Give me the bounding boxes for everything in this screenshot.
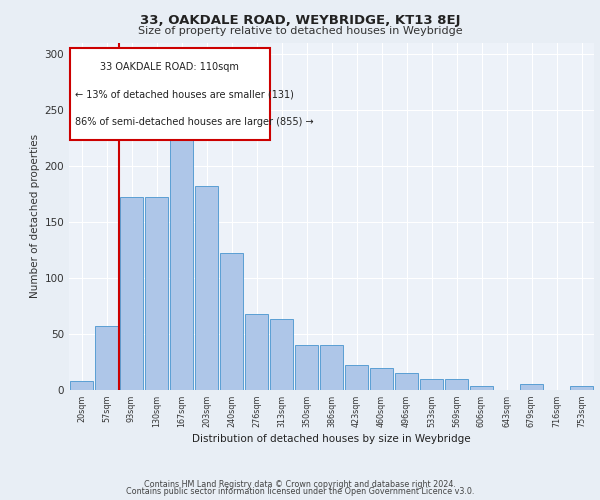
Bar [569, 386, 593, 390]
Bar [170, 134, 193, 390]
Text: Contains HM Land Registry data © Crown copyright and database right 2024.: Contains HM Land Registry data © Crown c… [144, 480, 456, 489]
Text: ← 13% of detached houses are smaller (131): ← 13% of detached houses are smaller (13… [76, 90, 294, 100]
Bar [95, 326, 118, 390]
Bar [445, 379, 469, 390]
Bar [344, 366, 368, 390]
Text: Size of property relative to detached houses in Weybridge: Size of property relative to detached ho… [137, 26, 463, 36]
Bar [194, 186, 218, 390]
X-axis label: Distribution of detached houses by size in Weybridge: Distribution of detached houses by size … [192, 434, 471, 444]
Bar [370, 368, 394, 390]
Text: 86% of semi-detached houses are larger (855) →: 86% of semi-detached houses are larger (… [76, 117, 314, 127]
Bar [269, 320, 293, 390]
Bar [419, 379, 443, 390]
Bar [520, 384, 544, 390]
FancyBboxPatch shape [70, 48, 269, 140]
Text: Contains public sector information licensed under the Open Government Licence v3: Contains public sector information licen… [126, 487, 474, 496]
Bar [295, 345, 319, 390]
Bar [220, 253, 244, 390]
Bar [470, 386, 493, 390]
Bar [395, 373, 418, 390]
Text: 33 OAKDALE ROAD: 110sqm: 33 OAKDALE ROAD: 110sqm [100, 62, 239, 72]
Bar [145, 197, 169, 390]
Bar [320, 345, 343, 390]
Bar [70, 381, 94, 390]
Y-axis label: Number of detached properties: Number of detached properties [30, 134, 40, 298]
Text: 33, OAKDALE ROAD, WEYBRIDGE, KT13 8EJ: 33, OAKDALE ROAD, WEYBRIDGE, KT13 8EJ [140, 14, 460, 27]
Bar [245, 314, 268, 390]
Bar [119, 197, 143, 390]
